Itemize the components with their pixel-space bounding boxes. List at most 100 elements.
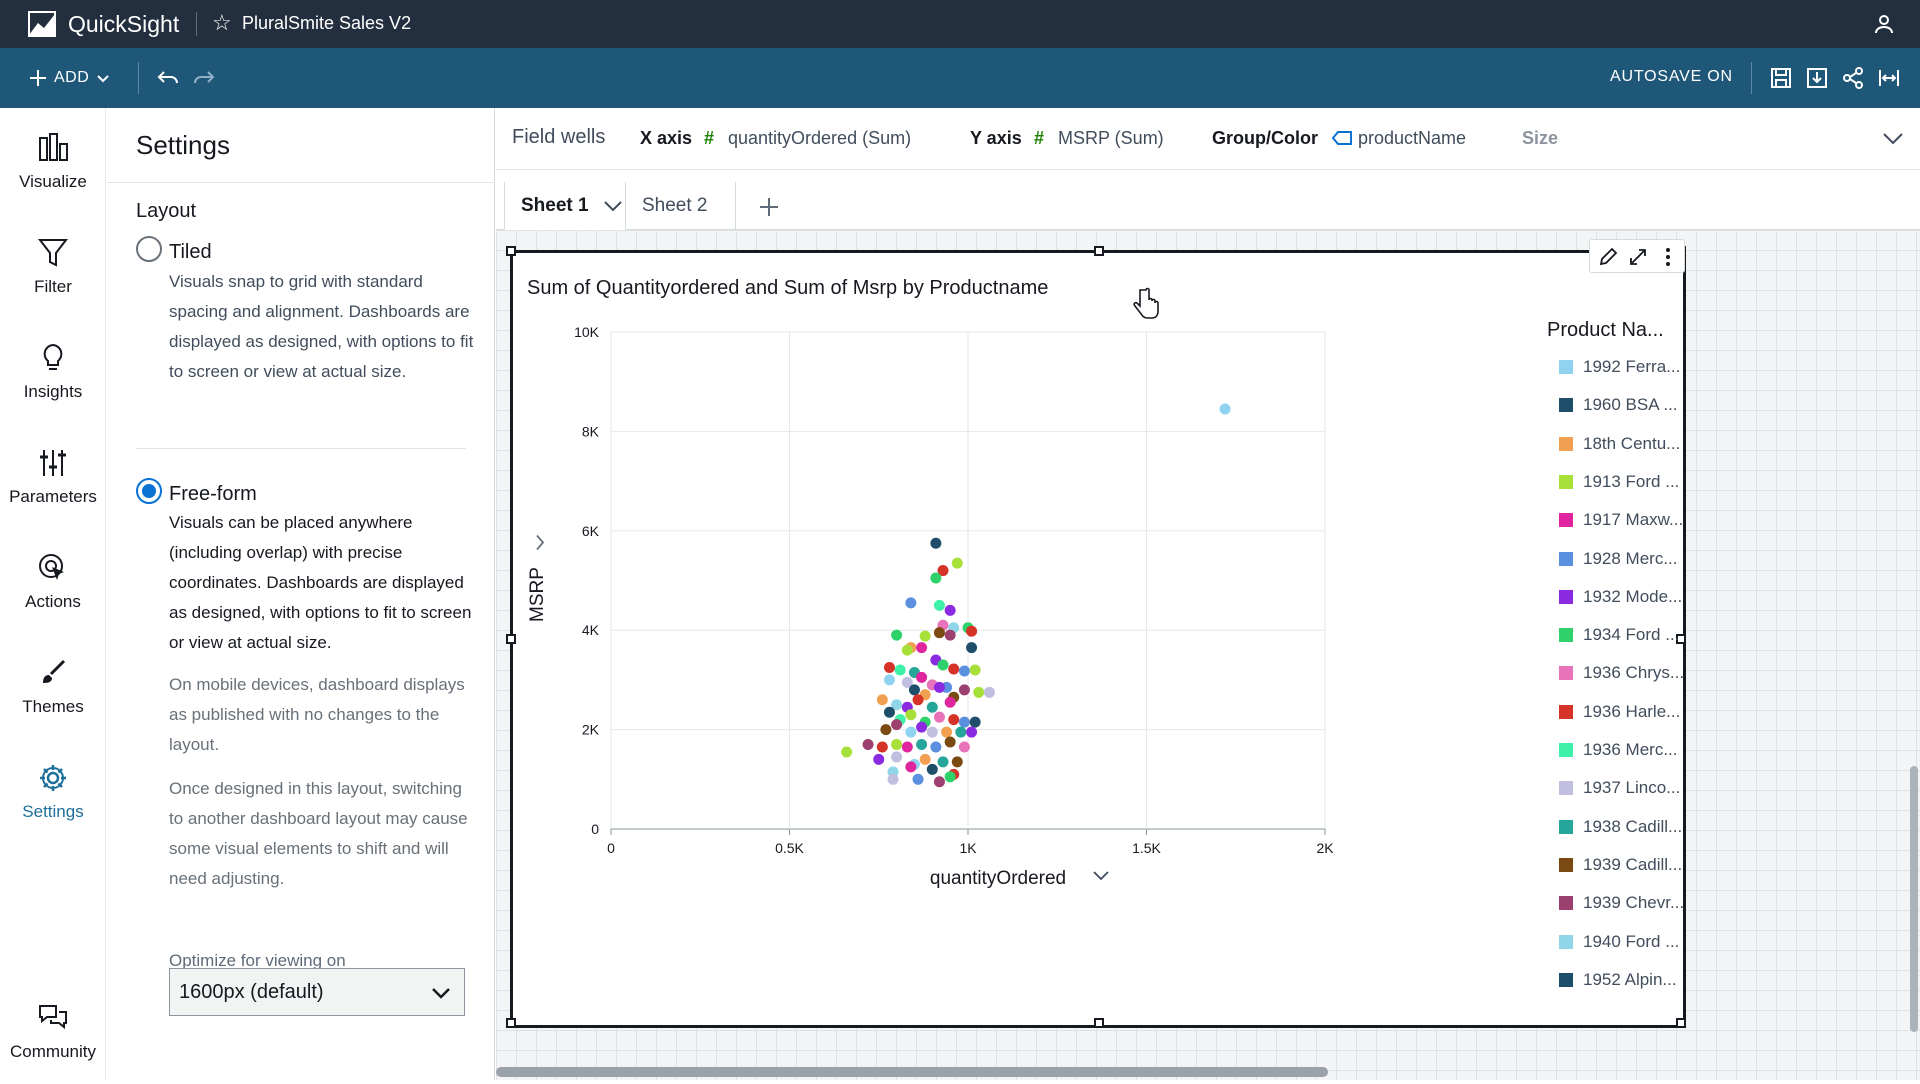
undo-button[interactable] (156, 48, 180, 108)
legend-item[interactable]: 1938 Cadill... (1559, 817, 1682, 837)
data-point[interactable] (969, 664, 981, 676)
data-point[interactable] (944, 736, 956, 748)
data-point[interactable] (944, 604, 956, 616)
data-point[interactable] (930, 741, 942, 753)
data-point[interactable] (937, 756, 949, 768)
data-point[interactable] (933, 776, 945, 788)
data-point[interactable] (944, 629, 956, 641)
legend-item[interactable]: 1992 Ferra... (1559, 357, 1680, 377)
data-point[interactable] (916, 739, 928, 751)
data-point[interactable] (880, 724, 892, 736)
nav-actions[interactable]: Actions (0, 538, 106, 634)
data-point[interactable] (933, 627, 945, 639)
data-point[interactable] (905, 761, 917, 773)
legend-item[interactable]: 1939 Chevr... (1559, 893, 1684, 913)
data-point[interactable] (912, 694, 924, 706)
data-point[interactable] (933, 711, 945, 723)
nav-insights[interactable]: Insights (0, 328, 106, 424)
user-icon[interactable] (1872, 12, 1896, 36)
data-point[interactable] (862, 739, 874, 751)
legend-item[interactable]: 1928 Merc... (1559, 549, 1678, 569)
data-point[interactable] (905, 726, 917, 738)
data-point[interactable] (916, 671, 928, 683)
share-button[interactable] (1842, 48, 1864, 108)
y-axis-field[interactable]: MSRP (Sum) (1058, 128, 1164, 148)
add-button[interactable]: ADD (28, 48, 111, 108)
data-point[interactable] (891, 751, 903, 763)
more-options-icon[interactable] (1658, 246, 1678, 268)
data-point[interactable] (905, 597, 917, 609)
tab-sheet-1[interactable]: Sheet 1 (504, 182, 626, 230)
field-wells-title[interactable]: Field wells (512, 126, 606, 148)
data-point[interactable] (930, 572, 942, 584)
data-point[interactable] (973, 686, 985, 698)
legend-item[interactable]: 1960 BSA ... (1559, 395, 1678, 415)
legend-item[interactable]: 1932 Mode... (1559, 587, 1682, 607)
analysis-title[interactable]: PluralSmite Sales V2 (242, 13, 412, 33)
size-label[interactable]: Size (1522, 128, 1559, 148)
data-point[interactable] (933, 599, 945, 611)
chevron-down-icon[interactable] (1093, 871, 1109, 881)
data-point[interactable] (958, 741, 970, 753)
tab-sheet-2[interactable]: Sheet 2 (626, 182, 736, 230)
data-point[interactable] (891, 739, 903, 751)
data-point[interactable] (916, 642, 928, 654)
data-point[interactable] (908, 684, 920, 696)
vertical-scrollbar[interactable] (1910, 766, 1918, 1032)
horizontal-scrollbar[interactable] (496, 1067, 1328, 1077)
data-point[interactable] (891, 629, 903, 641)
data-point[interactable] (926, 726, 938, 738)
nav-settings[interactable]: Settings (0, 748, 106, 844)
data-point[interactable] (1219, 403, 1231, 415)
data-point[interactable] (937, 659, 949, 671)
legend-item[interactable]: 1939 Cadill... (1559, 855, 1682, 875)
legend-item[interactable]: 1913 Ford ... (1559, 472, 1679, 492)
data-point[interactable] (958, 716, 970, 728)
legend-item[interactable]: 1940 Ford ... (1559, 932, 1679, 952)
data-point[interactable] (919, 753, 931, 765)
data-point[interactable] (883, 661, 895, 673)
data-point[interactable] (958, 684, 970, 696)
data-point[interactable] (948, 714, 960, 726)
data-point[interactable] (905, 709, 917, 721)
freeform-radio[interactable] (136, 478, 162, 504)
resize-handle[interactable] (1676, 634, 1686, 644)
legend-item[interactable]: 1952 Alpin... (1559, 970, 1677, 990)
data-point[interactable] (883, 706, 895, 718)
data-point[interactable] (969, 716, 981, 728)
autosave-status[interactable]: AUTOSAVE ON (1610, 68, 1733, 85)
legend-item[interactable]: 1917 Maxw... (1559, 510, 1683, 530)
scatter-plot[interactable]: 0 2K 4K 6K 8K 10K 0 0.5K 1K 1.5K 2K quantityOrdered… (513, 253, 1533, 1031)
data-point[interactable] (966, 726, 978, 738)
nav-community[interactable]: Community (0, 988, 106, 1084)
edit-icon[interactable] (1598, 247, 1618, 267)
add-sheet-icon[interactable] (758, 196, 780, 218)
export-button[interactable] (1806, 48, 1828, 108)
optimize-select[interactable]: 1600px (default) (169, 968, 465, 1016)
x-axis-field[interactable]: quantityOrdered (Sum) (728, 128, 912, 148)
legend-item[interactable]: 1936 Chrys... (1559, 663, 1684, 683)
legend-item[interactable]: 1934 Ford ... (1559, 625, 1679, 645)
data-point[interactable] (894, 664, 906, 676)
data-point[interactable] (933, 681, 945, 693)
data-point[interactable] (891, 719, 903, 731)
expand-icon[interactable] (1628, 247, 1648, 267)
legend-item[interactable]: 1936 Harle... (1559, 702, 1680, 722)
data-point[interactable] (930, 537, 942, 549)
data-point[interactable] (919, 630, 931, 642)
data-point[interactable] (941, 726, 953, 738)
resize-handle[interactable] (1094, 1018, 1104, 1028)
data-point[interactable] (958, 665, 970, 677)
data-point[interactable] (951, 756, 963, 768)
data-point[interactable] (937, 565, 949, 577)
data-point[interactable] (926, 701, 938, 713)
app-name[interactable]: QuickSight (68, 11, 180, 37)
resize-handle[interactable] (1676, 1018, 1686, 1028)
chevron-right-icon[interactable] (536, 534, 545, 551)
resize-handle[interactable] (506, 246, 516, 256)
resize-handle[interactable] (506, 634, 516, 644)
star-icon[interactable]: ☆ (212, 10, 232, 35)
resize-handle[interactable] (1094, 246, 1104, 256)
data-point[interactable] (966, 642, 978, 654)
data-point[interactable] (876, 741, 888, 753)
